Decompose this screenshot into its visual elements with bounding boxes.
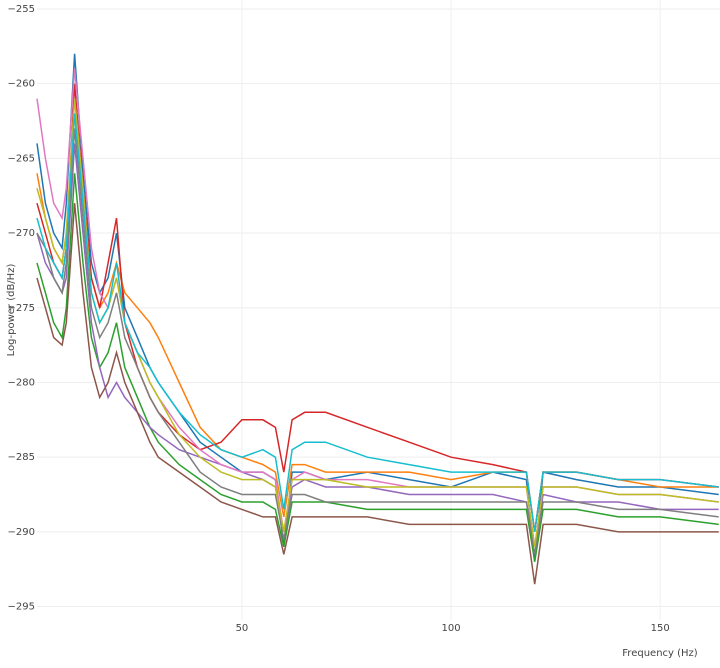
y-tick-label: −265 xyxy=(8,153,35,164)
y-tick-label: −260 xyxy=(8,79,35,90)
x-tick-label: 100 xyxy=(442,623,461,634)
series-line xyxy=(36,203,719,585)
y-tick-label: −280 xyxy=(8,377,35,388)
y-tick-label: −290 xyxy=(8,527,35,538)
series-line xyxy=(36,128,719,555)
y-tick-label: −275 xyxy=(8,303,35,314)
series-line xyxy=(36,173,719,562)
y-tick-label: −270 xyxy=(8,228,35,239)
series-line xyxy=(36,113,719,533)
y-axis-title: Log-power (dB/Hz) xyxy=(6,264,17,357)
x-tick-label: 150 xyxy=(651,623,670,634)
x-tick-label: 50 xyxy=(236,623,249,634)
y-tick-label: −295 xyxy=(8,602,35,613)
series-line xyxy=(36,98,719,547)
x-axis-title: Frequency (Hz) xyxy=(622,648,698,659)
y-tick-label: −285 xyxy=(8,452,35,463)
y-tick-label: −255 xyxy=(8,4,35,15)
series-line xyxy=(36,113,719,533)
